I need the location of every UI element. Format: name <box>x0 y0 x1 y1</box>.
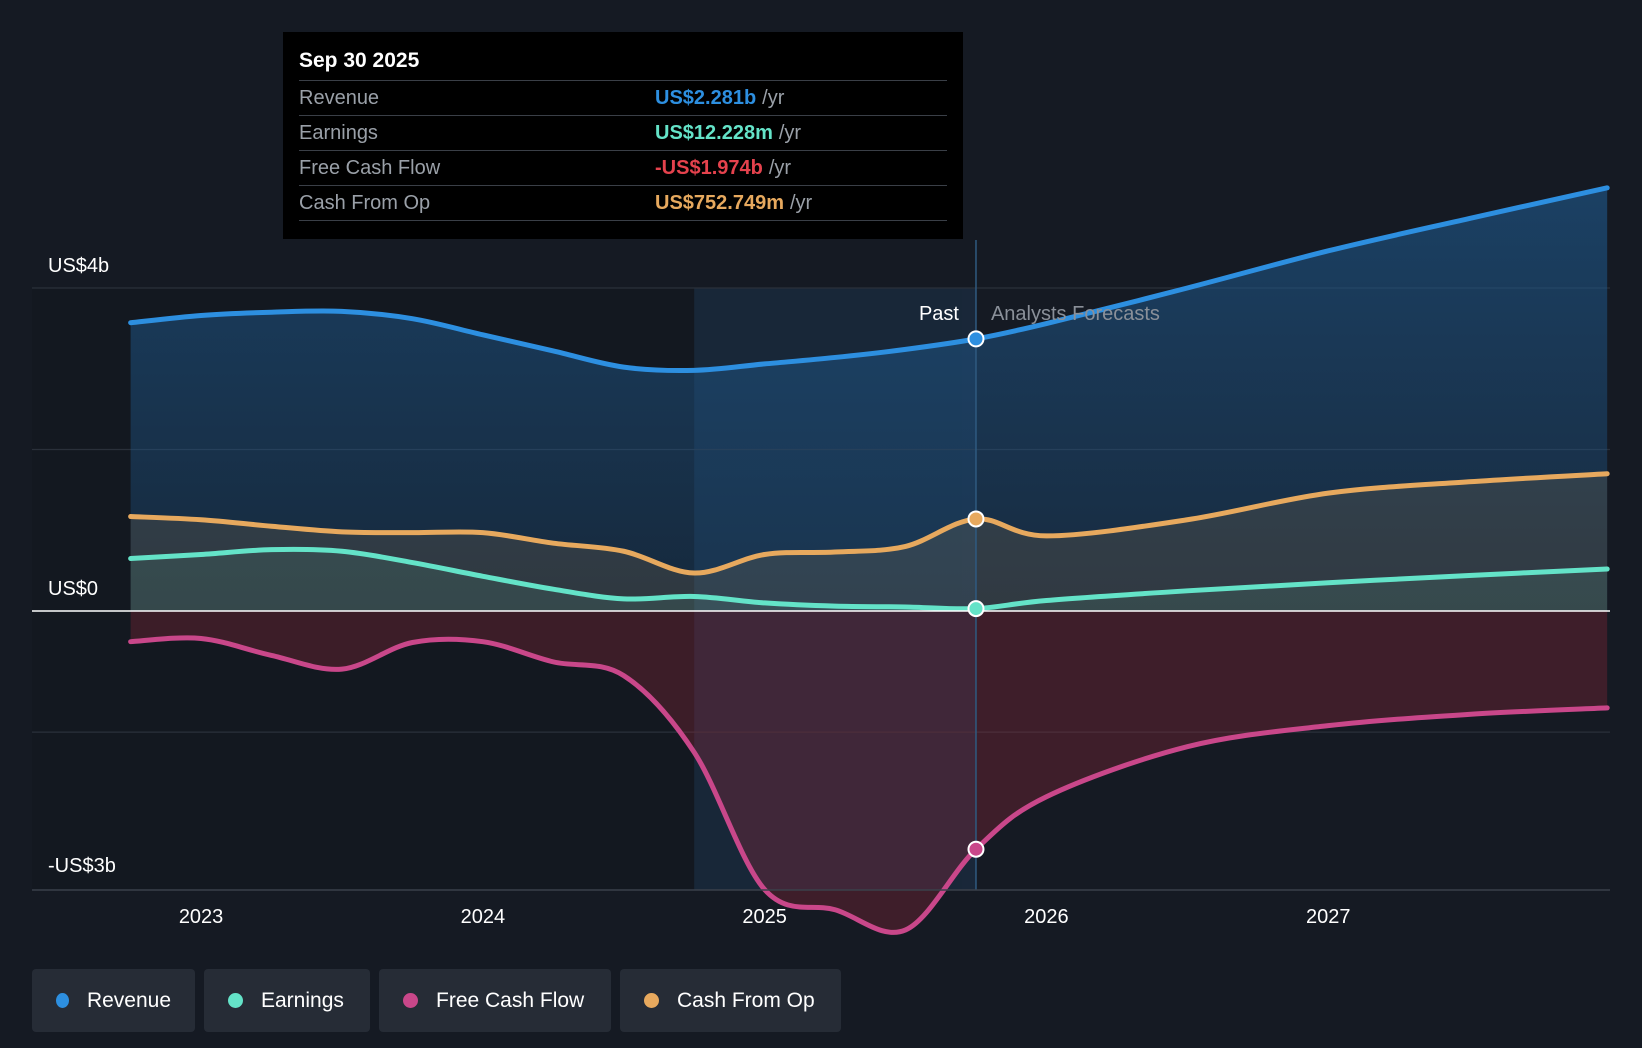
x-tick-label: 2026 <box>1024 906 1069 928</box>
series-areas <box>130 187 1608 933</box>
y-tick-label-top: US$4b <box>48 255 109 277</box>
divider-markers <box>967 330 985 858</box>
legend-item-cash-from-op[interactable]: Cash From Op <box>620 969 841 1032</box>
tooltip-unit: /yr <box>762 87 785 109</box>
earnings-marker <box>967 600 985 618</box>
tooltip-row-cfo: Cash From Op US$752.749m /yr <box>299 185 947 221</box>
revenue-marker <box>967 330 985 348</box>
tooltip-label: Cash From Op <box>299 192 431 214</box>
cash-from-op-area <box>130 473 1608 611</box>
x-tick-label: 2023 <box>179 906 224 928</box>
tooltip-unit: /yr <box>768 157 792 179</box>
x-tick-label: 2027 <box>1306 906 1351 928</box>
tooltip-value: US$752.749m <box>655 192 784 214</box>
y-tick-label-zero: US$0 <box>48 578 98 600</box>
tooltip-unit: /yr <box>778 122 802 144</box>
x-tick-label: 2024 <box>461 906 506 928</box>
free-cash-flow-marker <box>967 840 985 858</box>
legend-dot-icon <box>403 993 418 1008</box>
tooltip-row-earnings: Earnings US$12.228m /yr <box>299 115 947 150</box>
legend-label: Cash From Op <box>677 988 815 1012</box>
legend-dot-icon <box>228 993 243 1008</box>
tooltip-date: Sep 30 2025 <box>299 49 420 72</box>
tooltip-unit: /yr <box>789 192 813 214</box>
revenue-area <box>130 187 1608 611</box>
free-cash-flow-area <box>130 611 1608 933</box>
legend: Revenue Earnings Free Cash Flow Cash Fro… <box>32 969 841 1032</box>
tooltip-label: Earnings <box>299 122 378 144</box>
cash-from-op-marker <box>967 510 985 528</box>
revenue-line <box>128 185 1610 374</box>
legend-label: Earnings <box>261 988 344 1012</box>
tooltip-row-fcf: Free Cash Flow -US$1.974b /yr <box>299 150 947 185</box>
legend-item-revenue[interactable]: Revenue <box>32 969 195 1032</box>
tooltip-value: -US$1.974b <box>655 157 763 179</box>
cash-from-op-line <box>128 471 1610 576</box>
legend-label: Revenue <box>86 988 171 1012</box>
x-tick-labels: 2023 2024 2025 2026 2027 <box>179 906 1351 928</box>
y-tick-label-bottom: -US$3b <box>48 855 116 877</box>
legend-dot-icon <box>56 993 69 1008</box>
legend-item-earnings[interactable]: Earnings <box>204 969 370 1032</box>
legend-dot-icon <box>644 993 659 1008</box>
legend-item-free-cash-flow[interactable]: Free Cash Flow <box>379 969 611 1032</box>
x-tick-label: 2025 <box>742 906 787 928</box>
tooltip-row-revenue: Revenue US$2.281b /yr <box>299 80 947 115</box>
tooltip-value: US$2.281b <box>655 87 757 109</box>
tooltip-label: Revenue <box>299 87 380 109</box>
tooltip-value: US$12.228m <box>655 122 773 144</box>
forecast-label: Analysts Forecasts <box>991 303 1160 325</box>
legend-label: Free Cash Flow <box>436 988 585 1012</box>
tooltip: Sep 30 2025 Revenue US$2.281b /yr Earnin… <box>283 32 963 239</box>
tooltip-label: Free Cash Flow <box>299 157 441 179</box>
earnings-line <box>128 546 1610 612</box>
past-label: Past <box>919 303 959 325</box>
earnings-area <box>130 549 1608 611</box>
